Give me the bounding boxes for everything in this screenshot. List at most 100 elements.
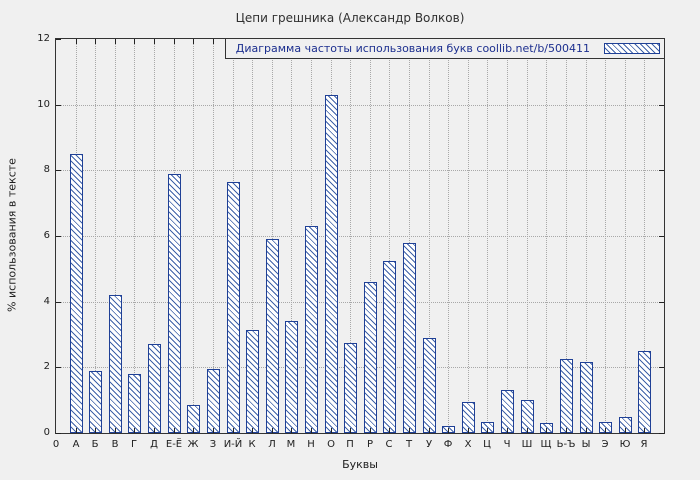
y-axis-label: % использования в тексте (5, 158, 19, 312)
bar (638, 351, 651, 433)
v-gridline (272, 39, 273, 433)
y-tick-mark (56, 367, 61, 368)
v-gridline (507, 39, 508, 433)
x-tick-mark (213, 39, 214, 44)
x-tick-mark (311, 428, 312, 433)
y-tick-mark (659, 105, 664, 106)
v-gridline (213, 39, 214, 433)
bar (70, 154, 83, 433)
v-gridline (134, 39, 135, 433)
y-tick-mark (56, 236, 61, 237)
x-tick-label: Ф (443, 439, 453, 450)
v-gridline (448, 39, 449, 433)
bar (305, 226, 318, 433)
x-tick-label: Э (601, 439, 609, 450)
x-tick-mark (429, 428, 430, 433)
x-tick-mark (76, 39, 77, 44)
h-gridline (56, 170, 664, 171)
y-tick-label: 0 (43, 427, 50, 438)
x-tick-label: М (286, 439, 296, 450)
plot-area: Диаграмма частоты использования букв coo… (37, 33, 665, 450)
bar (246, 330, 259, 433)
bar (227, 182, 240, 433)
legend-label: Диаграмма частоты использования букв coo… (235, 42, 590, 55)
v-gridline (370, 39, 371, 433)
y-tick-mark (659, 302, 664, 303)
y-tick-mark (659, 433, 664, 434)
x-tick-label: Щ (540, 439, 552, 450)
x-tick-label: И-Й (223, 439, 243, 450)
y-tick-label: 10 (37, 99, 50, 110)
x-tick-label: Х (464, 439, 472, 450)
h-gridline (56, 236, 664, 237)
x-tick-label: К (248, 439, 256, 450)
x-tick-mark (468, 428, 469, 433)
y-tick-mark (659, 236, 664, 237)
x-tick-mark (233, 428, 234, 433)
y-tick-mark (56, 302, 61, 303)
y-tick-mark (56, 39, 61, 40)
v-gridline (154, 39, 155, 433)
x-tick-label: Л (268, 439, 276, 450)
bar (285, 321, 298, 433)
v-gridline (586, 39, 587, 433)
x-tick-mark (272, 428, 273, 433)
x-tick-label: З (209, 439, 217, 450)
x-tick-mark (331, 428, 332, 433)
x-tick-mark (174, 428, 175, 433)
bar (325, 95, 338, 433)
x-tick-label: Ь-Ъ (556, 439, 576, 450)
x-tick-mark (115, 39, 116, 44)
y-tick-label: 12 (37, 33, 50, 44)
bar (403, 243, 416, 433)
x-tick-label: Ю (619, 439, 631, 450)
x-tick-mark (644, 428, 645, 433)
x-tick-label: С (385, 439, 393, 450)
x-tick-label: Б (91, 439, 99, 450)
bar (148, 344, 161, 433)
v-gridline (527, 39, 528, 433)
x-tick-label: Ж (187, 439, 199, 450)
x-tick-mark (154, 428, 155, 433)
x-tick-mark (546, 428, 547, 433)
x-tick-mark (448, 428, 449, 433)
x-tick-label: Ы (581, 439, 591, 450)
v-gridline (566, 39, 567, 433)
y-tick-mark (56, 170, 61, 171)
x-tick-label: А (72, 439, 80, 450)
x-tick-mark (115, 428, 116, 433)
v-gridline (409, 39, 410, 433)
v-gridline (291, 39, 292, 433)
x-tick-mark (389, 428, 390, 433)
y-tick-label: 2 (43, 361, 50, 372)
x-tick-label: Ш (521, 439, 533, 450)
x-tick-label: Р (366, 439, 374, 450)
y-tick-label: 4 (43, 296, 50, 307)
x-tick-mark (134, 428, 135, 433)
bar (560, 359, 573, 433)
v-gridline (625, 39, 626, 433)
bar (128, 374, 141, 433)
bar (344, 343, 357, 433)
x-tick-mark (252, 428, 253, 433)
x-tick-mark (350, 428, 351, 433)
h-gridline (56, 105, 664, 106)
v-gridline (350, 39, 351, 433)
y-tick-mark (659, 367, 664, 368)
x-tick-mark (174, 39, 175, 44)
bar (383, 261, 396, 433)
x-tick-mark (291, 428, 292, 433)
v-gridline (389, 39, 390, 433)
y-tick-mark (659, 170, 664, 171)
bar (168, 174, 181, 433)
x-tick-mark (625, 428, 626, 433)
y-tick-label: 6 (43, 230, 50, 241)
v-gridline (487, 39, 488, 433)
legend: Диаграмма частоты использования букв coo… (224, 39, 664, 59)
x-tick-label: У (425, 439, 433, 450)
y-tick-mark (56, 433, 61, 434)
v-gridline (546, 39, 547, 433)
v-gridline (115, 39, 116, 433)
x-tick-label: Ц (483, 439, 491, 450)
